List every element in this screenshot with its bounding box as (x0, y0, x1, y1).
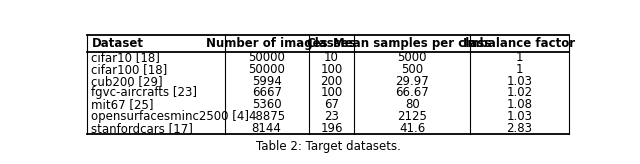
Text: 10: 10 (324, 51, 339, 64)
Text: 2125: 2125 (397, 110, 427, 123)
Text: mit67 [25]: mit67 [25] (92, 98, 154, 111)
Text: stanfordcars [17]: stanfordcars [17] (92, 122, 193, 135)
Text: cifar100 [18]: cifar100 [18] (92, 63, 168, 76)
Text: 6667: 6667 (252, 86, 282, 100)
Text: Mean samples per class: Mean samples per class (333, 37, 492, 50)
Text: Imbalance factor: Imbalance factor (463, 37, 575, 50)
Text: 48875: 48875 (248, 110, 285, 123)
Text: 23: 23 (324, 110, 339, 123)
Text: cifar10 [18]: cifar10 [18] (92, 51, 160, 64)
Text: 66.67: 66.67 (396, 86, 429, 100)
Text: 50000: 50000 (248, 63, 285, 76)
Text: 41.6: 41.6 (399, 122, 426, 135)
Text: 1.02: 1.02 (506, 86, 532, 100)
Text: 200: 200 (321, 75, 343, 88)
Text: 50000: 50000 (248, 51, 285, 64)
Text: Table 2: Target datasets.: Table 2: Target datasets. (255, 140, 401, 153)
Text: 500: 500 (401, 63, 423, 76)
Text: 1.08: 1.08 (506, 98, 532, 111)
Text: 8144: 8144 (252, 122, 282, 135)
Text: 100: 100 (321, 86, 343, 100)
Text: 5000: 5000 (397, 51, 427, 64)
Text: 2.83: 2.83 (506, 122, 532, 135)
Text: 196: 196 (321, 122, 343, 135)
Text: 100: 100 (321, 63, 343, 76)
Text: 1.03: 1.03 (506, 110, 532, 123)
Text: 5360: 5360 (252, 98, 282, 111)
Text: 1: 1 (515, 51, 523, 64)
Text: 80: 80 (405, 98, 420, 111)
Text: Dataset: Dataset (92, 37, 143, 50)
Text: 1.03: 1.03 (506, 75, 532, 88)
Text: 29.97: 29.97 (396, 75, 429, 88)
Text: 67: 67 (324, 98, 339, 111)
Text: Number of images: Number of images (206, 37, 328, 50)
Text: cub200 [29]: cub200 [29] (92, 75, 163, 88)
Text: 5994: 5994 (252, 75, 282, 88)
Text: Classes: Classes (307, 37, 356, 50)
Text: fgvc-aircrafts [23]: fgvc-aircrafts [23] (92, 86, 197, 100)
Text: 1: 1 (515, 63, 523, 76)
Text: opensurfacesminc2500 [4]: opensurfacesminc2500 [4] (92, 110, 250, 123)
